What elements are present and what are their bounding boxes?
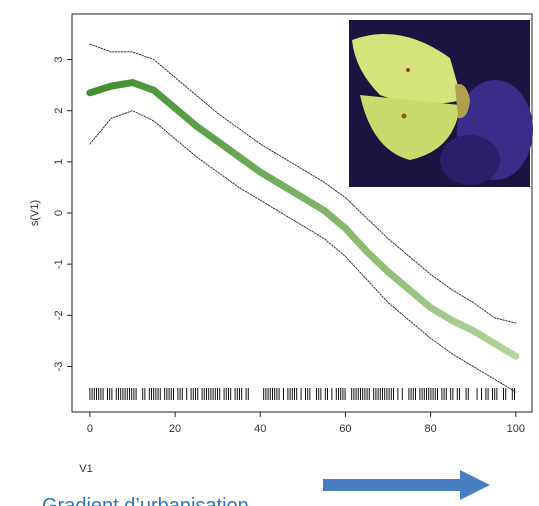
y-tick-label: 2: [53, 108, 65, 114]
series-line: [89, 43, 517, 324]
y-tick-label: -2: [53, 310, 65, 320]
y-axis-label: s(V1): [29, 200, 41, 226]
y-tick-label: 0: [53, 210, 65, 216]
x-tick-label: 100: [507, 423, 525, 435]
butterfly-photo: [349, 20, 533, 187]
x-axis-label: V1: [79, 463, 92, 475]
x-tick-label: 20: [169, 423, 181, 435]
x-tick-label: 40: [254, 423, 266, 435]
y-tick-label: 1: [53, 159, 65, 165]
series-line: [89, 110, 517, 393]
x-tick-label: 60: [339, 423, 351, 435]
y-tick-label: -3: [53, 362, 65, 372]
rug: [89, 388, 515, 400]
y-tick-label: -1: [53, 259, 65, 269]
x-tick-label: 0: [87, 423, 93, 435]
y-tick-label: 3: [53, 56, 65, 62]
arrow: [323, 470, 490, 500]
annotation: Gradient d’urbanisation: [42, 495, 249, 506]
x-tick-label: 80: [425, 423, 437, 435]
series-line: [86, 79, 520, 360]
